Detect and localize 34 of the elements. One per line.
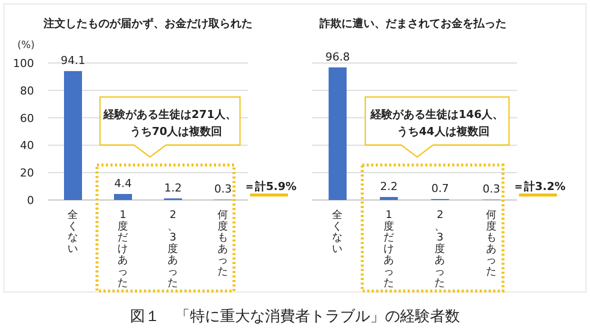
bar [64, 71, 82, 200]
data-label: 0.3 [214, 182, 232, 196]
annotation: 経験がある生徒は146人、うち44人は複数回 [370, 108, 504, 138]
y-tick-label: 40 [20, 139, 34, 152]
y-tick-label: 100 [13, 57, 34, 70]
annotation: ＝計5.9% [244, 180, 297, 193]
y-axis-title: (%) [17, 40, 35, 51]
x-tick-label: 1度だけあった [118, 209, 128, 289]
x-tick-label: 何度もあった [218, 209, 228, 278]
chart-title: 詐欺に遭い、だまされてお金を払った [318, 17, 506, 30]
caption: 図１ 「特に重大な消費者トラブル」の経験者数 [130, 307, 460, 325]
x-tick-label: 1度だけあった [383, 209, 394, 289]
data-label: 4.4 [114, 176, 132, 190]
data-label: 0.3 [482, 182, 500, 196]
y-tick-label: 60 [20, 112, 34, 125]
bar [380, 196, 398, 200]
bar [328, 67, 347, 200]
data-label: 2.2 [380, 180, 398, 193]
x-tick-label: 何度もあった [486, 209, 497, 278]
x-tick-label: 全くない [68, 209, 78, 255]
data-label: 0.7 [431, 182, 449, 196]
annotation: ＝計3.2% [513, 180, 566, 193]
data-label: 94.1 [60, 54, 86, 68]
x-tick-label: 全くない [332, 209, 344, 255]
x-tick-label: 2、3度あった [434, 209, 446, 289]
x-tick-label: 2、3度あった [168, 209, 178, 289]
data-label: 96.8 [325, 50, 350, 64]
y-tick-label: 80 [20, 84, 34, 98]
y-tick-label: 20 [20, 166, 34, 180]
bar [114, 194, 132, 200]
annotation: 経験がある生徒は271人、うち70人は複数回 [102, 108, 236, 138]
y-tick-label: 0 [27, 194, 34, 207]
data-label: 1.2 [164, 181, 182, 194]
chart-title: 注文したものが届かず、お金だけ取られた [42, 17, 252, 30]
